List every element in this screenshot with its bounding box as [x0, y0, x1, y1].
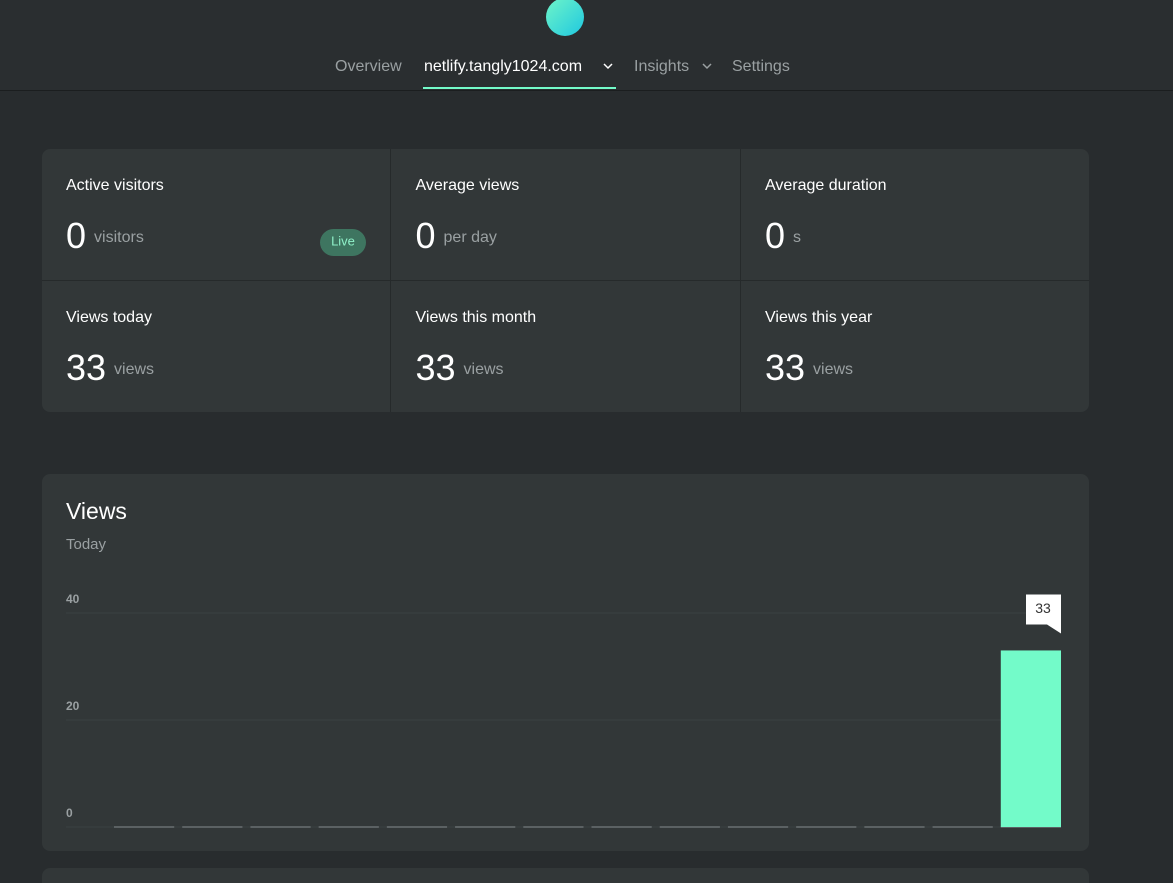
bar-base [114, 826, 175, 828]
nav-underline [423, 87, 616, 89]
stat-number: 33 [765, 347, 805, 388]
bar-base [659, 826, 720, 828]
stat-label: Average duration [765, 177, 887, 194]
stat-number: 0 [416, 215, 436, 256]
bar-base [727, 826, 789, 828]
stat-number: 33 [416, 347, 456, 388]
stat-unit: views [813, 361, 853, 378]
bar-base [523, 826, 584, 828]
stat-value: 0 visitors [66, 215, 144, 256]
bar-base [250, 826, 311, 828]
stat-label: Views this year [765, 309, 873, 326]
bar-base [318, 826, 379, 828]
chart-title: Views [66, 498, 127, 524]
y-tick-label: 40 [66, 592, 80, 606]
bar-base [591, 826, 652, 828]
nav-link[interactable]: netlify.tangly1024.com [424, 58, 582, 75]
stat-label: Average views [416, 177, 520, 194]
tooltip [1026, 594, 1061, 634]
bar-base [932, 826, 993, 828]
stat-label: Views today [66, 309, 152, 326]
live-badge-text: Live [331, 233, 355, 248]
chevron [702, 63, 712, 70]
stat-unit: views [464, 361, 504, 378]
stat-value: 33 views [765, 347, 853, 388]
chart-card [42, 474, 1089, 851]
stat-value: 33 views [66, 347, 154, 388]
live-badge [320, 229, 366, 256]
stat-value: 33 views [416, 347, 504, 388]
stats: Active visitors 0 visitors Live Average view… [66, 177, 887, 387]
nav-link[interactable]: Insights [634, 58, 689, 75]
tooltip-value: 33 [1035, 600, 1051, 616]
bar-base [864, 826, 925, 828]
chart-subtitle: Today [66, 536, 107, 553]
bar-base [796, 826, 857, 828]
stat-number: 0 [765, 215, 785, 256]
chevron [603, 63, 613, 70]
chart: 0 20 40 33 [66, 592, 1061, 828]
stat-number: 33 [66, 347, 106, 388]
stat-unit: per day [444, 229, 497, 246]
header [0, 0, 1173, 90]
next-card [42, 868, 1089, 883]
bar-base [386, 826, 448, 828]
nav-link[interactable]: Overview [335, 58, 402, 75]
stat-unit: visitors [94, 229, 144, 246]
stat-unit: views [114, 361, 154, 378]
stat-unit: s [793, 229, 801, 246]
y-tick-label: 20 [66, 699, 80, 713]
stat-number: 0 [66, 215, 86, 256]
stat-label: Views this month [416, 309, 537, 326]
bar-base [455, 826, 516, 828]
bar-base [182, 826, 243, 828]
bar [1000, 650, 1061, 827]
logo[interactable] [546, 0, 584, 36]
nav-link[interactable]: Settings [732, 58, 790, 75]
stat-label: Active visitors [66, 177, 164, 194]
stat-value: 0 per day [416, 215, 497, 256]
y-tick-label: 0 [66, 806, 73, 820]
